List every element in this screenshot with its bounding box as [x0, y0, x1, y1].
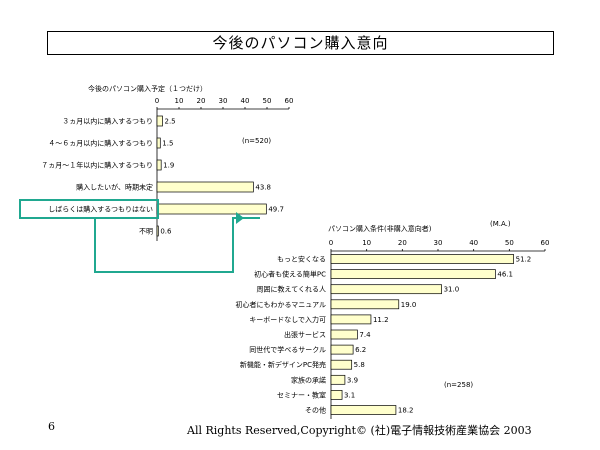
chart2-bar-5 — [330, 329, 358, 340]
chart1-xtick-2: 20 — [197, 97, 206, 105]
chart2-value-label-5: 7.4 — [359, 331, 371, 339]
chart2-value-label-0: 51.2 — [516, 256, 532, 264]
highlight-connector — [94, 217, 260, 273]
chart2-value-label-10: 18.2 — [398, 407, 414, 415]
chart1-bar-4 — [156, 203, 267, 215]
chart2-bar-4 — [330, 314, 372, 325]
chart1-category-label-2: ７ヵ月～１年以内に購入するつもり — [41, 161, 153, 170]
chart2-value-label-2: 31.0 — [444, 286, 460, 294]
connector-arrowhead — [236, 212, 244, 224]
chart2-xtick-3: 30 — [434, 239, 443, 247]
chart2-title: パソコン購入条件(非購入意向者) — [328, 224, 432, 233]
chart2-category-label-5: 出張サービス — [284, 330, 326, 339]
chart1-bar-2 — [156, 159, 162, 171]
chart2-category-label-0: もっと安くなる — [277, 255, 326, 264]
chart2-category-label-1: 初心者も使える簡単PC — [254, 270, 326, 279]
chart1-value-label-5: 0.6 — [160, 228, 172, 236]
chart2-xtick-4: 40 — [469, 239, 478, 247]
chart2-bar-2 — [330, 284, 442, 295]
chart2-bar-10 — [330, 405, 397, 415]
chart2-category-label-3: 初心者にもわかるマニュアル — [235, 300, 326, 309]
chart1-value-label-2: 1.9 — [163, 162, 174, 170]
chart1-xtick-5: 50 — [263, 97, 272, 105]
chart2-unit: (M.A.) — [490, 220, 511, 228]
chart1-xtick-4: 40 — [241, 97, 250, 105]
chart1-xtick-6: 60 — [285, 97, 294, 105]
chart2-bar-6 — [330, 344, 354, 355]
chart2-value-label-1: 46.1 — [497, 271, 513, 279]
chart2-bar-3 — [330, 299, 400, 310]
chart1-title: 今後のパソコン購入予定（１つだけ） — [88, 84, 207, 93]
chart1-xtick-0: 0 — [155, 97, 159, 105]
chart2-bar-9 — [330, 390, 343, 400]
chart2-bar-7 — [330, 359, 353, 370]
chart2-category-label-7: 新機能・新デザインPC発売 — [240, 360, 326, 369]
chart2-category-label-2: 周囲に教えてくれる人 — [257, 285, 326, 294]
copyright-footer: All Rights Reserved,Copyright© (社)電子情報技術… — [187, 424, 532, 437]
chart1-bar-3 — [156, 181, 254, 193]
chart1-bar-0 — [156, 115, 163, 127]
chart2-value-label-9: 3.1 — [344, 391, 355, 399]
highlight-box — [19, 199, 159, 219]
chart2-value-label-4: 11.2 — [373, 316, 389, 324]
chart2-bar-0 — [330, 254, 514, 264]
chart2-annotation: (n=258) — [444, 381, 473, 389]
chart1-xtick-1: 10 — [175, 97, 184, 105]
chart2-category-label-10: その他 — [305, 406, 326, 415]
chart2-xtick-0: 0 — [329, 239, 333, 247]
page-title: 今後のパソコン購入意向 — [212, 34, 389, 52]
chart1-value-label-4: 49.7 — [268, 206, 284, 214]
chart1-category-label-4: しばらくは購入するつもりはない — [48, 205, 153, 214]
chart2-bar-8 — [330, 374, 346, 385]
chart1-xtick-3: 30 — [219, 97, 228, 105]
chart2-value-label-3: 19.0 — [401, 301, 417, 309]
chart2-category-label-9: セミナー・教室 — [277, 390, 326, 399]
chart1-category-label-5: 不明 — [139, 228, 153, 236]
chart1-bar-5 — [156, 225, 159, 237]
chart1-value-label-0: 2.5 — [165, 118, 176, 126]
chart2-value-label-6: 6.2 — [355, 346, 366, 354]
chart2-xtick-2: 20 — [398, 239, 407, 247]
chart2-bar-1 — [330, 269, 496, 279]
chart1-value-label-3: 43.8 — [255, 184, 271, 192]
page-number: 6 — [48, 420, 55, 433]
chart1-annotation: (n=520) — [242, 137, 271, 145]
chart2-value-label-8: 3.9 — [347, 376, 358, 384]
chart2-category-label-8: 家族の承諾 — [291, 375, 326, 384]
title-box: 今後のパソコン購入意向 — [47, 31, 554, 55]
chart2-xtick-5: 50 — [505, 239, 514, 247]
chart2-value-label-7: 5.8 — [354, 361, 365, 369]
chart2-category-label-6: 同世代で学べるサークル — [249, 345, 326, 354]
chart1-value-label-1: 1.5 — [162, 140, 173, 148]
chart1-bar-1 — [156, 137, 161, 149]
chart1-category-label-0: ３ヵ月以内に購入するつもり — [62, 117, 153, 126]
chart2-category-label-4: キーボードなしで入力可 — [249, 315, 326, 324]
chart1-category-label-3: 購入したいが、時期未定 — [76, 183, 153, 192]
chart2-xtick-6: 60 — [541, 239, 550, 247]
chart1-category-label-1: ４～６ヵ月以内に購入するつもり — [48, 139, 153, 148]
chart2-xtick-1: 10 — [362, 239, 371, 247]
